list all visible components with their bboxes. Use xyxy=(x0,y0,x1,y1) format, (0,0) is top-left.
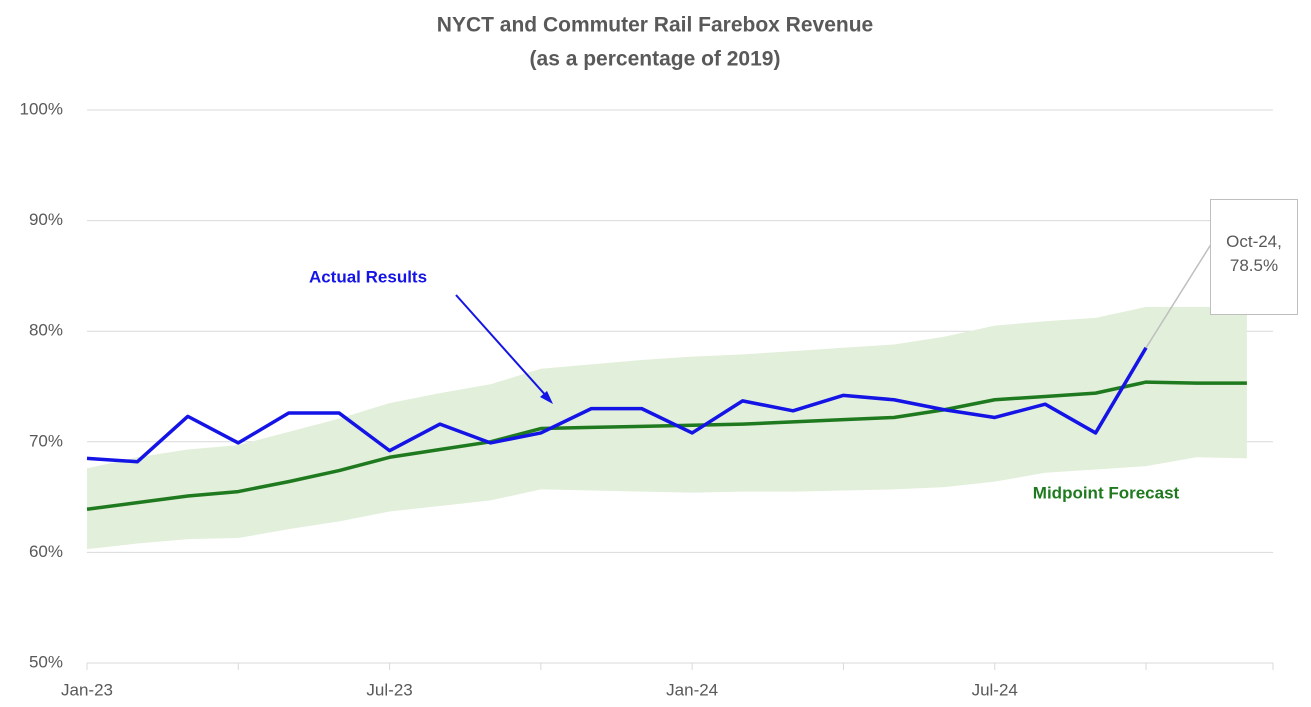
forecast-band xyxy=(87,306,1247,550)
chart-subtitle: (as a percentage of 2019) xyxy=(530,48,781,71)
data-label: Oct-24, 78.5% xyxy=(1210,199,1298,315)
series-label: Actual Results xyxy=(309,267,427,286)
y-tick-label: 50% xyxy=(29,652,63,671)
annotation-arrow xyxy=(455,294,549,399)
y-tick-label: 100% xyxy=(20,99,63,118)
x-tick-label: Jul-23 xyxy=(366,680,412,699)
arrow-head xyxy=(540,391,553,404)
x-tick-label: Jul-24 xyxy=(972,680,1018,699)
series-label: Midpoint Forecast xyxy=(1033,483,1180,502)
y-tick-label: 90% xyxy=(29,210,63,229)
series-line xyxy=(86,346,1148,464)
y-tick-label: 80% xyxy=(29,321,63,340)
x-tick-label: Jan-24 xyxy=(666,680,718,699)
y-tick-label: 60% xyxy=(29,542,63,561)
series-line xyxy=(86,380,1247,512)
chart-title: NYCT and Commuter Rail Farebox Revenue xyxy=(437,14,873,37)
y-tick-label: 70% xyxy=(29,431,63,450)
x-tick-label: Jan-23 xyxy=(61,680,113,699)
